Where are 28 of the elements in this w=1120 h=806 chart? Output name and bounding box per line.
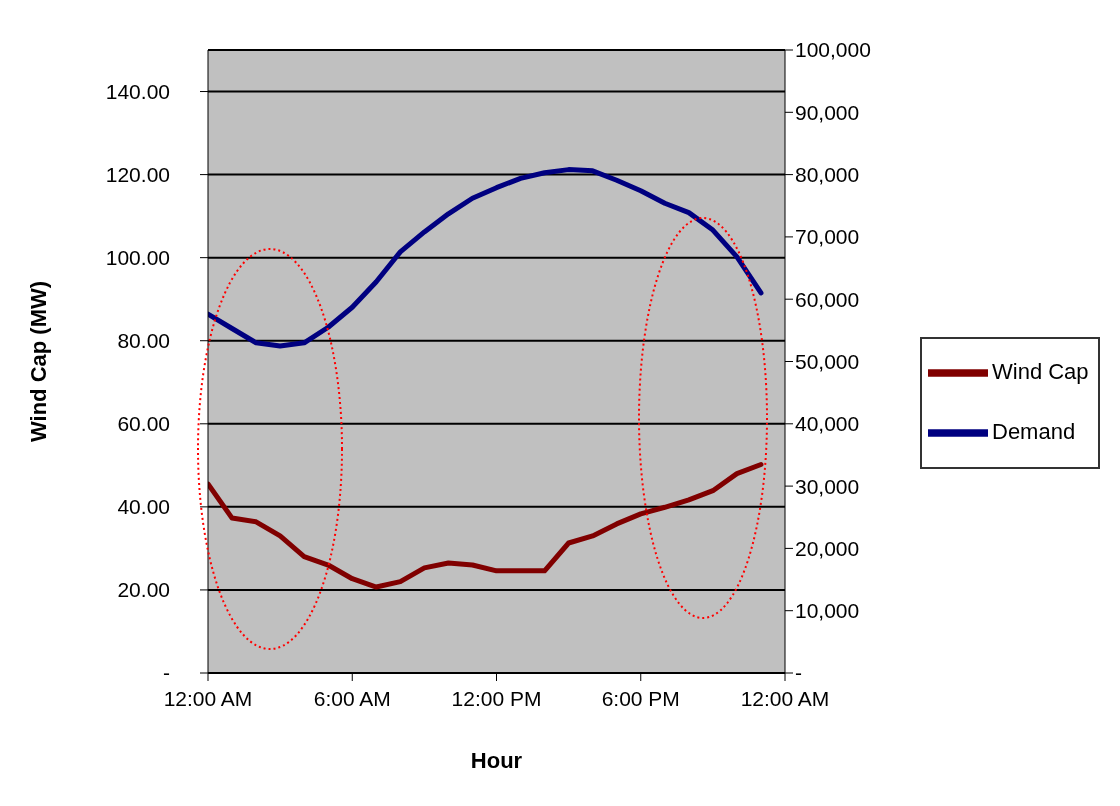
y2-tick-label: 40,000 xyxy=(795,412,860,436)
legend-label: Demand xyxy=(992,418,1076,444)
y-tick-label: 120.00 xyxy=(105,163,170,187)
y-tick-label: - xyxy=(163,661,170,685)
y2-tick-label: 30,000 xyxy=(795,474,860,498)
x-tick-label: 6:00 AM xyxy=(313,686,391,710)
y-tick-label: 140.00 xyxy=(105,79,170,103)
y2-tick-label: 20,000 xyxy=(795,536,860,560)
y-tick-label: 100.00 xyxy=(105,246,170,270)
y-axis-title: Wind Cap (MW) xyxy=(25,280,51,443)
y-tick-label: 80.00 xyxy=(117,329,170,353)
y-tick-label: 40.00 xyxy=(117,495,170,519)
x-tick-label: 12:00 AM xyxy=(740,686,830,710)
x-tick-label: 12:00 AM xyxy=(163,686,253,710)
legend-label: Wind Cap xyxy=(992,358,1089,384)
y2-tick-label: 70,000 xyxy=(795,225,860,249)
x-tick-label: 12:00 PM xyxy=(451,686,542,710)
y2-tick-label: 100,000 xyxy=(795,38,871,62)
x-axis-title: Hour xyxy=(470,748,523,773)
x-tick-label: 6:00 PM xyxy=(601,686,680,710)
y2-tick-label: 50,000 xyxy=(795,349,860,373)
y2-tick-label: - xyxy=(795,661,802,685)
y-tick-label: 60.00 xyxy=(117,412,170,436)
y-tick-label: 20.00 xyxy=(117,578,170,602)
y2-tick-label: 60,000 xyxy=(795,287,860,311)
y2-tick-label: 90,000 xyxy=(795,100,860,124)
y2-tick-label: 10,000 xyxy=(795,599,860,623)
y2-tick-label: 80,000 xyxy=(795,163,860,187)
